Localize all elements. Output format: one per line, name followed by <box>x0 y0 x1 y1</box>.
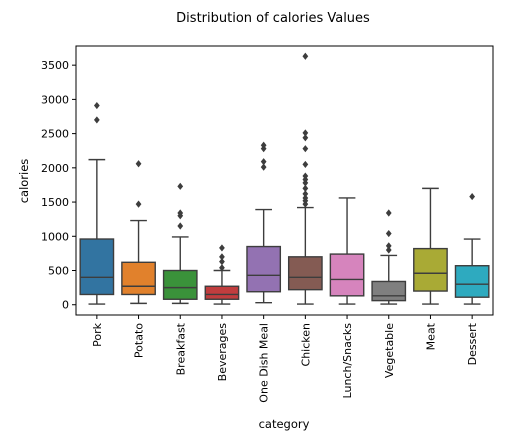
outlier-point <box>219 264 225 272</box>
y-tick-label: 1500 <box>41 196 69 209</box>
y-axis-label: calories <box>17 159 31 204</box>
outlier-point <box>93 116 100 124</box>
outlier-point <box>302 52 309 60</box>
box-group <box>79 101 115 305</box>
outlier-point <box>135 160 142 168</box>
y-tick-label: 2000 <box>41 162 69 175</box>
y-tick-label: 500 <box>48 265 69 278</box>
outlier-point <box>135 200 142 208</box>
x-tick-label: Chicken <box>299 323 312 367</box>
box-iqr <box>162 269 198 300</box>
outlier-point <box>302 172 309 180</box>
y-tick-label: 3000 <box>41 93 69 106</box>
x-tick-label: Beverages <box>216 323 229 382</box>
outlier-point <box>93 101 100 110</box>
box-iqr <box>121 261 156 296</box>
y-tick-label: 1000 <box>41 230 69 243</box>
y-tick-label: 3500 <box>41 59 69 72</box>
outlier-point <box>385 229 392 238</box>
outlier-point <box>302 184 309 192</box>
box-iqr <box>204 285 240 300</box>
outlier-point <box>177 222 184 230</box>
outlier-point <box>385 246 392 254</box>
box-iqr <box>454 265 490 298</box>
outlier-point <box>385 209 392 217</box>
box-group <box>204 244 240 305</box>
outlier-point <box>219 258 225 266</box>
box-group <box>121 160 156 305</box>
outlier-point <box>302 160 309 169</box>
outlier-point <box>302 190 309 198</box>
box-group <box>246 141 282 304</box>
outlier-point <box>219 244 225 252</box>
box-group <box>329 197 365 305</box>
chart-title: Distribution of calories Values <box>176 11 370 26</box>
x-tick-label: Dessert <box>466 322 479 365</box>
box-group <box>413 187 448 305</box>
outlier-point <box>302 129 309 137</box>
outlier-point <box>260 163 267 171</box>
outlier-point <box>177 209 184 217</box>
outlier-point <box>302 145 309 153</box>
box-group <box>162 182 198 305</box>
outlier-point <box>219 253 225 261</box>
box-iqr <box>413 247 448 292</box>
outlier-point <box>260 158 267 166</box>
x-tick-label: Vegetable <box>383 323 396 378</box>
box-iqr <box>329 253 365 297</box>
box-iqr <box>246 245 282 293</box>
x-axis-label: category <box>259 417 310 431</box>
outlier-point <box>177 182 184 190</box>
outlier-point <box>260 141 267 149</box>
x-tick-label: Breakfast <box>174 322 187 375</box>
box-iqr <box>371 280 407 302</box>
box-iqr <box>79 238 115 296</box>
outlier-point <box>385 242 392 250</box>
x-tick-label: Lunch/Snacks <box>341 323 354 399</box>
box-group <box>454 192 490 305</box>
x-tick-label: One Dish Meal <box>258 323 271 403</box>
y-tick-label: 2500 <box>41 128 69 141</box>
x-tick-label: Pork <box>91 322 104 346</box>
outlier-point <box>469 192 476 201</box>
box-group <box>371 209 407 305</box>
plot-area-frame <box>75 45 494 316</box>
box-group <box>287 52 323 305</box>
outlier-point <box>302 134 309 142</box>
outlier-point <box>302 194 309 202</box>
x-tick-label: Potato <box>133 323 146 358</box>
box-iqr <box>287 256 323 291</box>
x-tick-label: Meat <box>424 322 437 350</box>
y-tick-label: 0 <box>62 299 69 312</box>
